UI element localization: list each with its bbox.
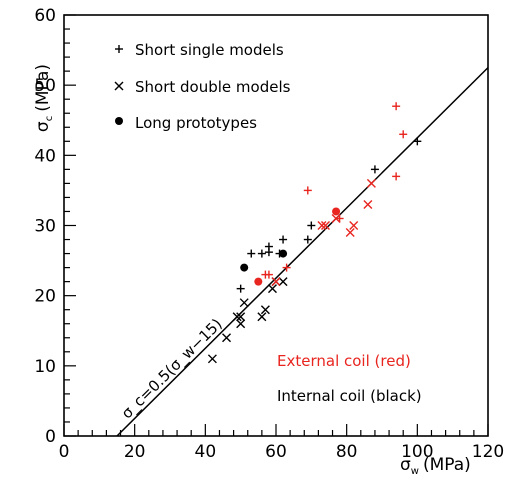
legend-label-long-prototypes: Long prototypes (135, 114, 257, 132)
x-tick-label: 0 (59, 442, 70, 462)
point-dot (279, 249, 288, 258)
x-tick-label: 20 (124, 442, 146, 462)
point-plus (257, 249, 266, 258)
point-plus (392, 172, 401, 181)
point-cross (207, 354, 217, 364)
point-plus (413, 137, 422, 146)
point-cross (271, 277, 281, 287)
point-cross (345, 228, 355, 238)
legend-marker-dot (115, 117, 123, 125)
point-dot (240, 263, 249, 272)
y-tick-label: 50 (34, 76, 56, 96)
legend-label-short-single: Short single models (135, 41, 284, 59)
x-axis-title: σw (MPa) (400, 455, 471, 477)
point-plus (264, 248, 273, 257)
point-plus (282, 263, 291, 272)
fit-line (116, 67, 489, 437)
legend-marker-cross (114, 81, 124, 91)
point-cross (257, 312, 267, 322)
note-internal-coil: Internal coil (black) (277, 387, 422, 405)
x-tick-label: 80 (336, 442, 358, 462)
y-tick-label: 40 (34, 146, 56, 166)
point-plus (392, 102, 401, 111)
y-axis-title: σc(MPa) (33, 64, 55, 132)
point-plus (264, 270, 273, 279)
point-cross (239, 298, 249, 308)
point-plus (236, 284, 245, 293)
point-cross (236, 312, 246, 322)
point-cross (267, 284, 277, 294)
y-tick-label: 60 (34, 6, 56, 26)
point-plus (399, 130, 408, 139)
point-plus (279, 235, 288, 244)
point-cross (363, 199, 373, 209)
point-plus (370, 165, 379, 174)
point-cross (222, 333, 232, 343)
point-cross (260, 305, 270, 315)
y-tick-label: 20 (34, 287, 56, 307)
legend: Short single models Short double models … (114, 41, 291, 132)
x-tick-label: 120 (472, 442, 504, 462)
legend-marker-plus (115, 45, 123, 53)
point-plus (307, 221, 316, 230)
point-cross (349, 221, 359, 230)
y-tick-label: 10 (34, 357, 56, 377)
point-dot (254, 277, 263, 286)
point-plus (303, 186, 312, 195)
point-cross (278, 277, 288, 287)
point-cross (366, 178, 376, 188)
x-tick-label: 100 (401, 442, 433, 462)
tick-labels: 0 20 40 60 80 100 120 0 10 20 30 40 50 60 (34, 6, 504, 462)
note-external-coil: External coil (red) (277, 352, 411, 370)
svg-text:σw(MPa): σw (MPa) (400, 455, 471, 477)
axis-ticks (63, 14, 489, 437)
point-plus (303, 235, 312, 244)
fit-line-label: σ_c=0.5(σ_w−15) (118, 315, 227, 423)
point-cross (320, 221, 330, 230)
point-cross (232, 312, 242, 322)
legend-label-short-double: Short double models (135, 78, 291, 96)
svg-text:σc(MPa): σc(MPa) (33, 64, 55, 132)
point-cross (317, 221, 327, 230)
point-cross (331, 213, 341, 223)
y-tick-label: 0 (45, 427, 56, 447)
point-plus (247, 249, 256, 258)
y-tick-label: 30 (34, 217, 56, 237)
data-points (207, 102, 422, 364)
x-tick-label: 60 (265, 442, 287, 462)
point-cross (236, 319, 246, 329)
x-tick-label: 40 (195, 442, 217, 462)
point-dot (332, 207, 341, 216)
